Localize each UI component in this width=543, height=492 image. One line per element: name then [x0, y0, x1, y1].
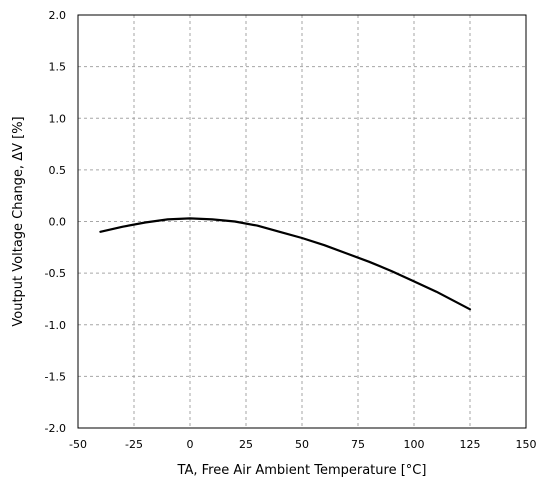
y-tick-label: -2.0	[45, 422, 66, 435]
x-tick-label: 0	[187, 438, 194, 451]
series-layer	[99, 217, 472, 311]
plot-frame	[77, 14, 527, 429]
x-tick-labels: -50 -25 0 25 50 75 100 125 150	[69, 438, 536, 451]
series-line	[99, 217, 472, 311]
y-tick-label: -0.5	[45, 267, 66, 280]
y-axis-title: Voutput Voltage Change, ΔV [%]	[11, 116, 26, 326]
y-tick-label: 1.5	[49, 61, 67, 74]
x-tick-label: 75	[351, 438, 365, 451]
x-axis-title: TA, Free Air Ambient Temperature [°C]	[177, 463, 427, 478]
x-tick-label: 100	[404, 438, 425, 451]
x-tick-label: -25	[125, 438, 143, 451]
y-tick-label: 0.0	[49, 216, 67, 229]
x-tick-label: -50	[69, 438, 87, 451]
y-tick-label: -1.0	[45, 319, 66, 332]
x-tick-label: 150	[516, 438, 537, 451]
y-tick-label: 1.0	[49, 112, 67, 125]
x-tick-label: 125	[460, 438, 481, 451]
y-tick-labels: -2.0 -1.5 -1.0 -0.5 0.0 0.5 1.0 1.5 2.0	[45, 9, 66, 435]
x-tick-label: 50	[295, 438, 309, 451]
y-tick-label: -1.5	[45, 370, 66, 383]
x-tick-label: 25	[239, 438, 253, 451]
y-tick-label: 0.5	[49, 164, 67, 177]
y-tick-label: 2.0	[49, 9, 67, 22]
